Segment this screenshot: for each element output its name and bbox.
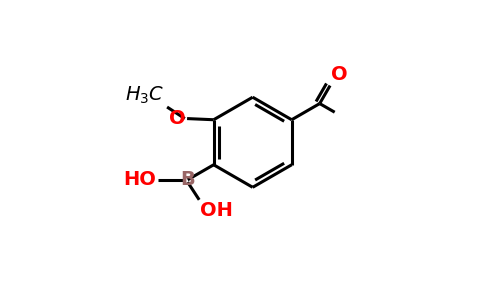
Text: O: O: [169, 109, 186, 128]
Text: B: B: [180, 170, 195, 189]
Text: O: O: [331, 65, 348, 84]
Text: OH: OH: [200, 201, 233, 220]
Text: HO: HO: [123, 170, 156, 189]
Text: $H_3C$: $H_3C$: [125, 85, 165, 106]
